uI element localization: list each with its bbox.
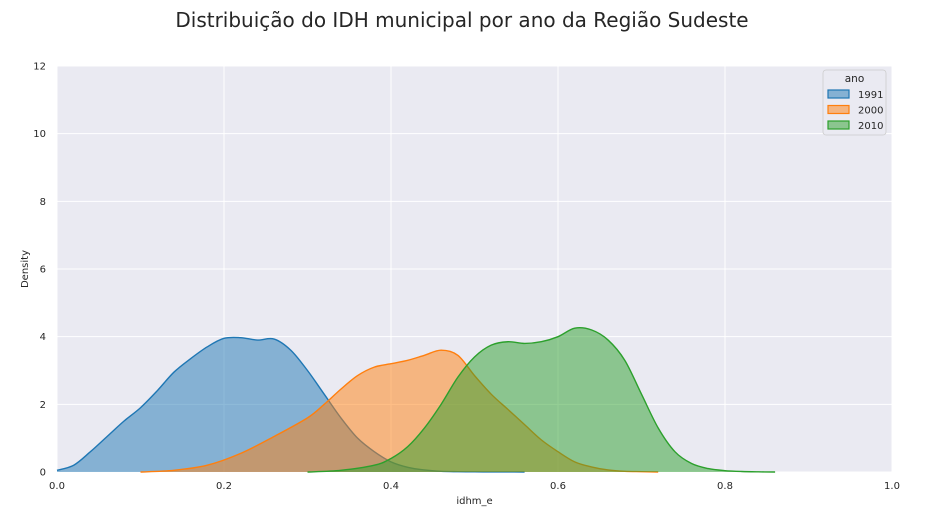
legend-swatch-1991 [827,89,850,99]
x-tick-label: 0.6 [550,481,566,492]
y-tick-label: 12 [33,62,46,73]
x-tick-label: 0.4 [383,481,399,492]
y-tick-label: 2 [40,400,46,411]
x-tick-label: 0.0 [49,481,65,492]
legend-items: 1991 2000 2010 [827,89,883,132]
legend-title: ano [845,73,865,85]
legend-label-2000: 2000 [858,106,883,117]
chart-title: Distribuição do IDH municipal por ano da… [175,8,748,32]
y-axis-label: Density [20,250,31,288]
legend: ano 1991 2000 2010 [822,69,887,136]
legend-label-1991: 1991 [858,90,883,101]
y-tick-label: 6 [40,265,46,276]
x-tick-labels: 0.0 0.2 0.4 0.6 0.8 1.0 [49,481,900,492]
density-area-1991 [57,337,525,472]
legend-swatch-2010 [827,120,850,130]
x-tick-label: 1.0 [884,481,900,492]
y-tick-label: 10 [33,129,46,140]
x-axis-label: idhm_e [456,496,492,507]
y-tick-labels: 0 2 4 6 8 10 12 [33,62,46,479]
legend-box [822,69,887,136]
density-areas [56,327,776,473]
x-tick-label: 0.8 [717,481,733,492]
density-area-2010 [307,327,776,472]
y-tick-label: 0 [40,468,46,479]
y-tick-label: 8 [40,197,46,208]
y-tick-label: 4 [40,332,46,343]
x-tick-label: 0.2 [216,481,232,492]
legend-label-2010: 2010 [858,121,883,132]
density-line-2010 [307,327,776,473]
legend-swatch-2000 [827,104,850,115]
